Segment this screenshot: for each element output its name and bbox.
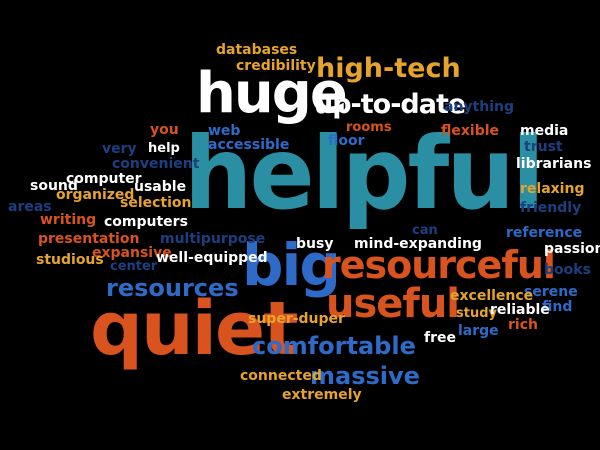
word-high-tech: high-tech — [316, 53, 461, 84]
word-presentation: presentation — [38, 231, 140, 247]
word-librarians: librarians — [516, 156, 592, 172]
word-anything: anything — [444, 99, 514, 115]
word-resourceful: resourceful — [322, 243, 556, 287]
word-organized: organized — [56, 187, 135, 203]
word-usable: usable — [134, 179, 187, 195]
word-floor: floor — [328, 133, 365, 149]
word-media: media — [520, 123, 569, 139]
word-connected: connected — [240, 368, 322, 384]
word-selection: selection — [120, 195, 192, 211]
word-accessible: accessible — [208, 137, 290, 153]
word-studious: studious — [36, 252, 104, 268]
word-extremely: extremely — [282, 387, 362, 403]
word-useful: useful — [326, 281, 460, 327]
word-web: web — [208, 123, 241, 139]
word-super-duper: super-duper — [248, 311, 345, 327]
word-passion: passion — [544, 241, 600, 257]
word-trust: trust — [524, 139, 563, 155]
word-rooms: rooms — [346, 120, 392, 135]
word-comfortable: comfortable — [252, 332, 416, 360]
word-help: help — [148, 141, 180, 156]
word-well-equipped: well-equipped — [156, 250, 268, 266]
word-convenient: convenient — [112, 156, 200, 172]
word-quiet: quiet — [90, 286, 299, 372]
word-friendly: friendly — [520, 200, 582, 216]
word-serene: serene — [524, 284, 578, 300]
word-reference: reference — [506, 225, 583, 241]
word-up-to-date: up-to-date — [314, 89, 466, 120]
word-you: you — [150, 122, 179, 138]
word-resources: resources — [106, 274, 239, 302]
word-flexible: flexible — [441, 123, 500, 139]
word-find: find — [542, 299, 573, 315]
word-study: study — [456, 306, 497, 321]
word-expansive: expansive — [92, 245, 172, 261]
word-books: books — [544, 262, 591, 278]
word-excellence: excellence — [450, 288, 534, 304]
word-mind-expanding: mind-expanding — [354, 236, 482, 252]
word-massive: massive — [310, 362, 420, 390]
word-multipurpose: multipurpose — [160, 231, 266, 247]
word-very: very — [102, 141, 137, 157]
word-reliable: reliable — [490, 302, 550, 318]
word-free: free — [424, 330, 456, 346]
word-big: big — [242, 231, 341, 299]
word-center: center — [110, 259, 158, 274]
word-areas: areas — [8, 199, 52, 215]
word-databases: databases — [216, 42, 298, 58]
word-computers: computers — [104, 214, 188, 230]
word-large: large — [458, 323, 499, 339]
word-busy: busy — [296, 236, 334, 252]
word-helpful: helpful — [184, 115, 545, 232]
word-relaxing: relaxing — [520, 181, 585, 197]
word-rich: rich — [508, 317, 538, 333]
word-sound: sound — [30, 178, 78, 194]
word-can: can — [412, 223, 438, 238]
word-credibility: credibility — [236, 58, 316, 74]
word-huge: huge — [196, 61, 348, 126]
word-computer: computer — [66, 171, 142, 187]
word-writing: writing — [40, 212, 97, 228]
